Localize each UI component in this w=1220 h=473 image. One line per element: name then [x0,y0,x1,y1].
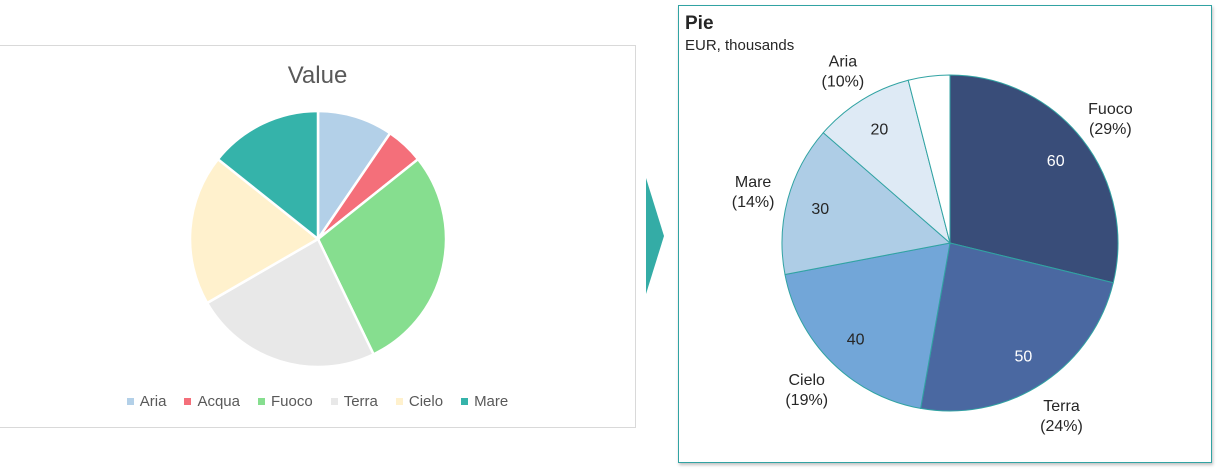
chart-legend: Aria Acqua Fuoco Terra Cielo Mare [0,393,635,410]
legend-swatch [461,398,469,405]
data-label-value: 40 [847,332,865,349]
chart-title: Value [287,62,348,89]
pie-slice-fuoco [949,74,1119,284]
data-label-percent: (14%) [732,194,775,211]
legend-swatch [330,398,338,405]
data-label-category: Fuoco [1088,101,1133,118]
transform-arrow-icon [646,178,664,294]
legend-swatch [257,398,265,405]
legend-swatch [126,398,134,405]
data-label-percent: (24%) [1040,418,1083,435]
legend-swatch [395,398,403,405]
data-label-category: Terra [1043,398,1080,415]
legend-item-terra: Terra [330,393,378,410]
legend-swatch [184,398,192,405]
pie-slice-aria [316,109,392,244]
legend-label: Mare [474,393,509,410]
data-label-value: 50 [1015,349,1033,366]
pie-slice-cielo [188,157,321,305]
chart-title: Pie [685,13,714,34]
pie-slice-fuoco [316,157,448,356]
pie-slice-terra [920,242,1114,412]
pie-chart-eur-plot: 60 Fuoco (29%) 50 Terra (24%) 40 Cielo (19%) 30 Ma… [732,53,1133,435]
legend-label: Acqua [197,393,240,410]
pie-slice-remainder [907,74,951,244]
pie-slice-mare [781,131,952,276]
pie-chart-value: Value Aria Acqua Fuoco Terra Cielo Mare [0,45,636,428]
legend-label: Terra [343,393,378,410]
data-label-category: Mare [735,174,772,191]
pie-chart-eur: 60 Fuoco (29%) 50 Terra (24%) 40 Cielo (19%) 30 Ma… [678,5,1212,463]
legend-item-fuoco: Fuoco [257,393,313,410]
chart-subtitle: EUR, thousands [685,37,795,54]
legend-label: Fuoco [270,393,313,410]
data-label-percent: (19%) [785,392,828,409]
pie-slice-cielo [784,242,951,409]
data-label-value: 30 [811,201,829,218]
legend-item-cielo: Cielo [395,393,444,410]
pie-slice-mare [216,109,320,242]
legend-label: Cielo [408,393,444,410]
data-label-value: 20 [871,122,889,139]
legend-label: Aria [139,393,167,410]
data-label-category: Cielo [788,372,825,389]
legend-item-acqua: Acqua [184,393,240,410]
data-label-percent: (29%) [1089,121,1132,138]
pie-chart-value-plot [188,109,448,369]
data-label-value: 60 [1047,153,1065,170]
legend-item-aria: Aria [126,393,167,410]
data-label-percent: (10%) [822,73,865,90]
data-label-category: Aria [829,53,858,70]
legend-item-mare: Mare [461,393,508,410]
pie-slice-terra [205,237,376,369]
